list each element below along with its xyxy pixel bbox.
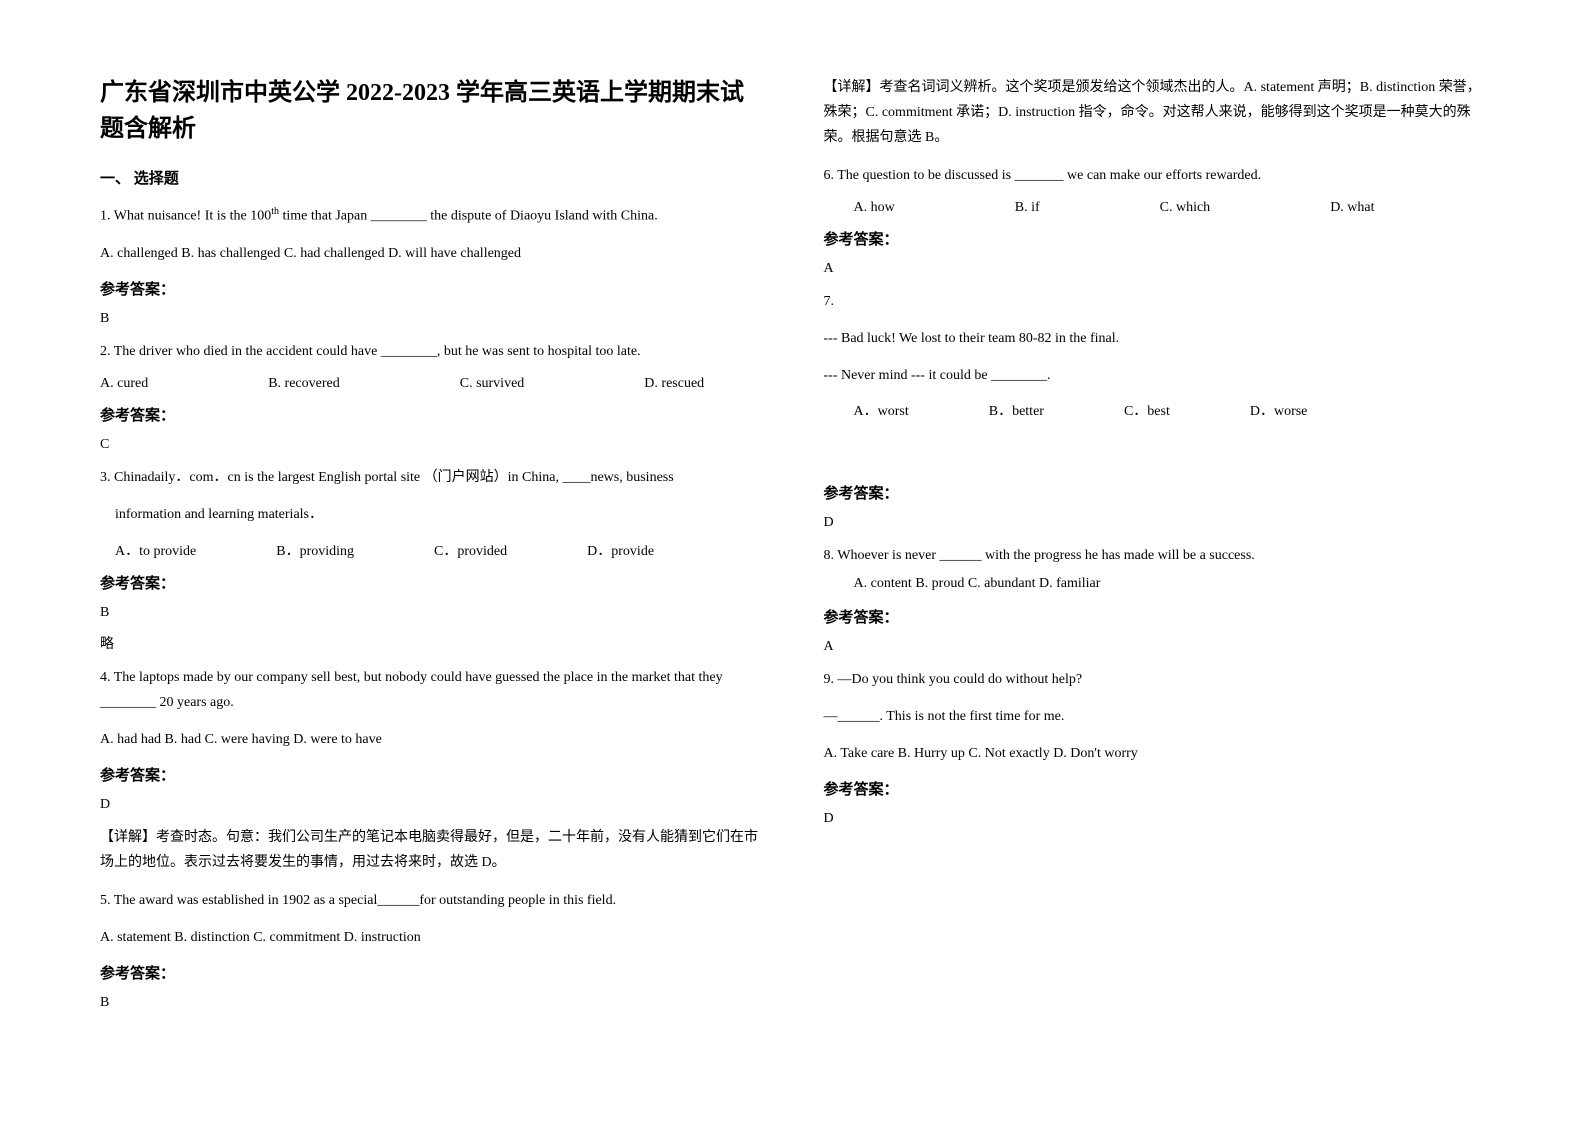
q7-options: A．worst B．better C．best D．worse [824, 400, 1488, 420]
q1-sup: th [271, 206, 279, 217]
q2-answer: C [100, 437, 764, 453]
question-7-line1: --- Bad luck! We lost to their team 80-8… [824, 326, 1488, 351]
q3-opt-b: B．providing [276, 540, 354, 560]
question-2: 2. The driver who died in the accident c… [100, 339, 764, 364]
q4-explanation: 【详解】考查时态。句意：我们公司生产的笔记本电脑卖得最好，但是，二十年前，没有人… [100, 825, 764, 875]
q1-text-a: 1. What nuisance! It is the 100 [100, 209, 271, 224]
q3-opt-c: C．provided [434, 540, 507, 560]
q4-options: A. had had B. had C. were having D. were… [100, 727, 764, 752]
q9-answer: D [824, 811, 1488, 827]
q3-answer-label: 参考答案： [100, 572, 764, 593]
q1-answer-label: 参考答案： [100, 278, 764, 299]
q6-opt-d: D. what [1330, 200, 1374, 216]
q6-opt-c: C. which [1160, 200, 1211, 216]
question-4: 4. The laptops made by our company sell … [100, 665, 764, 715]
q4-answer: D [100, 797, 764, 813]
q7-opt-c: C．best [1124, 400, 1170, 420]
question-9-line1: 9. —Do you think you could do without he… [824, 667, 1488, 692]
q9-options: A. Take care B. Hurry up C. Not exactly … [824, 741, 1488, 766]
q5-answer-label: 参考答案： [100, 962, 764, 983]
question-6: 6. The question to be discussed is _____… [824, 163, 1488, 188]
q8-options: A. content B. proud C. abundant D. famil… [824, 571, 1488, 596]
q8-answer: A [824, 639, 1488, 655]
question-3-line2: information and learning materials． [100, 502, 764, 527]
q4-answer-label: 参考答案： [100, 764, 764, 785]
question-9-line2: —______. This is not the first time for … [824, 704, 1488, 729]
q1-options: A. challenged B. has challenged C. had c… [100, 241, 764, 266]
q2-opt-c: C. survived [460, 376, 525, 392]
q7-answer-label: 参考答案： [824, 482, 1488, 503]
q1-text-b: time that Japan ________ the dispute of … [279, 209, 658, 224]
q7-opt-b: B．better [989, 400, 1044, 420]
q7-opt-a: A．worst [854, 400, 909, 420]
q2-opt-d: D. rescued [644, 376, 704, 392]
q2-opt-b: B. recovered [268, 376, 340, 392]
question-5: 5. The award was established in 1902 as … [100, 888, 764, 913]
q5-answer: B [100, 995, 764, 1011]
q5-explanation: 【详解】考查名词词义辨析。这个奖项是颁发给这个领域杰出的人。A. stateme… [824, 75, 1488, 151]
q3-note: 略 [100, 633, 764, 653]
q6-opt-a: A. how [854, 200, 895, 216]
q6-options: A. how B. if C. which D. what [824, 200, 1488, 216]
q6-opt-b: B. if [1015, 200, 1040, 216]
q6-answer-label: 参考答案： [824, 228, 1488, 249]
q3-opt-a: A．to provide [115, 540, 196, 560]
question-8: 8. Whoever is never ______ with the prog… [824, 543, 1488, 568]
document-title: 广东省深圳市中英公学 2022-2023 学年高三英语上学期期末试题含解析 [100, 75, 764, 147]
section-header: 一、 选择题 [100, 167, 764, 188]
question-3: 3. Chinadaily．com．cn is the largest Engl… [100, 465, 764, 490]
q6-answer: A [824, 261, 1488, 277]
q2-options: A. cured B. recovered C. survived D. res… [100, 376, 764, 392]
q7-answer: D [824, 515, 1488, 531]
question-7-line2: --- Never mind --- it could be ________. [824, 363, 1488, 388]
question-7-num: 7. [824, 289, 1488, 314]
question-1: 1. What nuisance! It is the 100th time t… [100, 203, 764, 229]
exam-document: 广东省深圳市中英公学 2022-2023 学年高三英语上学期期末试题含解析 一、… [0, 0, 1587, 1122]
q3-options: A．to provide B．providing C．provided D．pr… [100, 540, 764, 560]
q5-options: A. statement B. distinction C. commitmen… [100, 925, 764, 950]
q2-answer-label: 参考答案： [100, 404, 764, 425]
q3-opt-d: D．provide [587, 540, 654, 560]
q8-answer-label: 参考答案： [824, 606, 1488, 627]
q9-answer-label: 参考答案： [824, 778, 1488, 799]
q7-opt-d: D．worse [1250, 400, 1308, 420]
q2-opt-a: A. cured [100, 376, 148, 392]
q3-answer: B [100, 605, 764, 621]
q1-answer: B [100, 311, 764, 327]
